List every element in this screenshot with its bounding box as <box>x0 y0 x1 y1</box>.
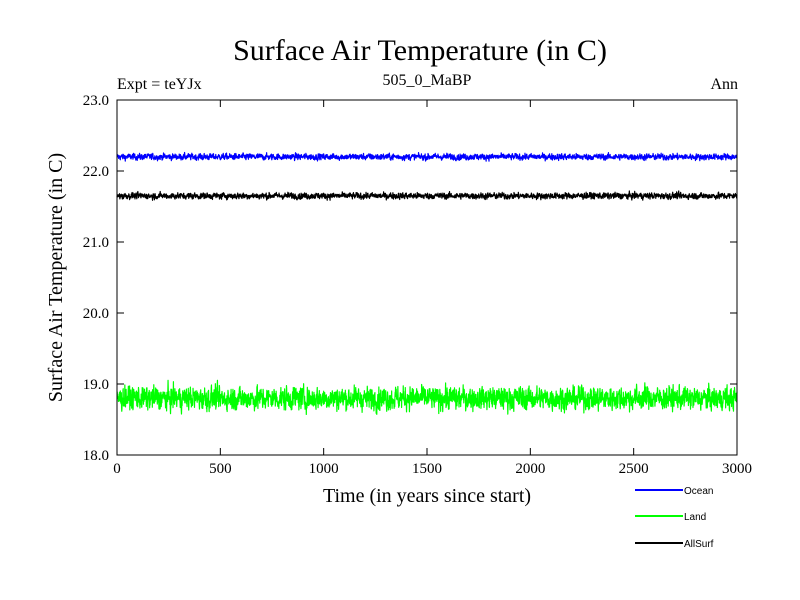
chart-title: Surface Air Temperature (in C) <box>233 34 607 67</box>
expt-label: Expt = teYJx <box>117 76 202 93</box>
x-tick-label: 1500 <box>412 461 442 477</box>
y-axis: 18.0 19.0 20.0 21.0 22.0 23.0 <box>83 93 737 464</box>
plot-lines <box>116 151 738 416</box>
x-tick-label: 1000 <box>309 461 339 477</box>
series-line-ocean <box>116 151 738 162</box>
subtitle: 505_0_MaBP <box>383 72 472 89</box>
x-tick-label: 2500 <box>619 461 649 477</box>
y-tick-label: 20.0 <box>83 306 109 322</box>
x-tick-label: 3000 <box>722 461 752 477</box>
period-label: Ann <box>710 76 738 93</box>
x-axis-label: Time (in years since start) <box>323 485 531 507</box>
legend: Ocean Land AllSurf <box>635 486 714 550</box>
legend-label-land: Land <box>684 512 706 523</box>
y-tick-label: 22.0 <box>83 164 109 180</box>
x-axis: 0 500 1000 1500 2000 2500 3000 <box>113 100 752 477</box>
x-tick-label: 500 <box>209 461 232 477</box>
y-tick-label: 23.0 <box>83 93 109 109</box>
legend-label-ocean: Ocean <box>684 486 713 497</box>
y-tick-label: 21.0 <box>83 235 109 251</box>
y-tick-label: 19.0 <box>83 377 109 393</box>
legend-label-allsurf: AllSurf <box>684 539 714 550</box>
x-tick-label: 0 <box>113 461 121 477</box>
series-line-land <box>116 379 738 416</box>
y-axis-label: Surface Air Temperature (in C) <box>45 153 67 402</box>
x-tick-label: 2000 <box>515 461 545 477</box>
series-line-allsurf <box>116 190 738 201</box>
y-tick-label: 18.0 <box>83 448 109 464</box>
